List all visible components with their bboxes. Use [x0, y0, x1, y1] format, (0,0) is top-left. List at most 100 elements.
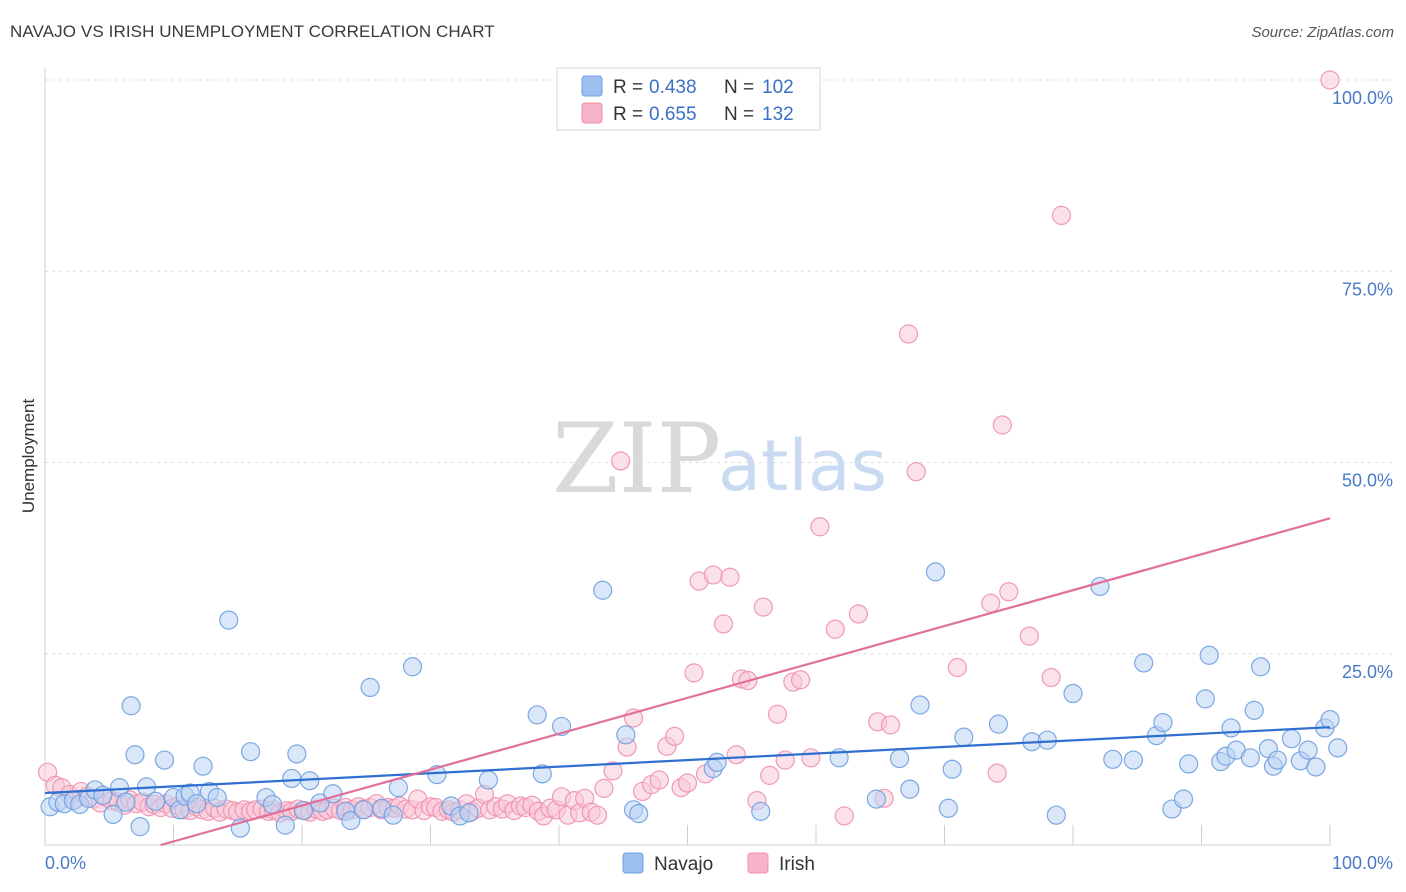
chart-title: NAVAJO VS IRISH UNEMPLOYMENT CORRELATION… — [10, 22, 495, 41]
irish-point — [810, 517, 830, 537]
navajo-point — [207, 787, 227, 808]
navajo-point — [527, 705, 547, 725]
navajo-point — [900, 779, 920, 799]
y-tick-label-50: 50.0% — [1342, 471, 1393, 491]
bottom-legend-navajo: Navajo — [654, 854, 713, 875]
navajo-point — [1153, 712, 1173, 733]
irish-point — [587, 805, 608, 825]
navajo-point — [145, 791, 166, 811]
watermark-atlas: atlas — [718, 425, 887, 507]
trend-lines — [44, 517, 1331, 847]
navajo-point — [889, 748, 910, 769]
navajo-point — [103, 804, 123, 825]
legend-swatch-irish — [581, 102, 603, 124]
navajo-point — [1267, 750, 1287, 770]
irish-point — [880, 715, 901, 735]
x-tick-label-min: 0.0% — [45, 853, 86, 873]
legend-navajo-r-label: R = — [613, 77, 643, 98]
legend-navajo-n-value: 102 — [762, 77, 794, 98]
navajo-point — [1037, 730, 1057, 750]
irish-point — [665, 726, 685, 746]
navajo-point — [1240, 748, 1260, 768]
x-axis-minor-ticks — [173, 825, 1331, 845]
navajo-trend-line — [44, 726, 1331, 795]
navajo-point — [193, 756, 213, 776]
navajo-point — [219, 610, 239, 630]
legend-navajo-r-value: 0.438 — [649, 77, 697, 98]
navajo-point — [262, 794, 283, 815]
navajo-point — [383, 805, 403, 825]
navajo-point — [532, 764, 552, 784]
navajo-point — [241, 742, 261, 762]
navajo-point — [629, 804, 649, 824]
irish-point — [987, 763, 1007, 783]
y-tick-label-75: 75.0% — [1342, 279, 1393, 299]
navajo-point — [910, 695, 930, 715]
navajo-point — [1244, 700, 1264, 720]
irish-trend-line — [160, 517, 1331, 847]
irish-point — [720, 567, 740, 587]
navajo-point — [1179, 754, 1199, 774]
navajo-point — [938, 798, 958, 818]
irish-point — [1041, 667, 1061, 688]
navajo-point — [1199, 645, 1219, 665]
navajo-point — [1328, 738, 1348, 758]
irish-point — [906, 462, 926, 482]
navajo-point — [187, 794, 207, 814]
legend-irish-r-value: 0.655 — [649, 104, 697, 125]
watermark-zip: ZIP — [552, 403, 721, 515]
irish-point — [726, 745, 746, 765]
y-tick-label-25: 25.0% — [1342, 662, 1393, 682]
navajo-point — [1298, 740, 1318, 760]
navajo-point — [1063, 683, 1083, 704]
irish-point — [677, 773, 698, 793]
irish-point — [999, 582, 1019, 602]
irish-point — [594, 778, 614, 798]
irish-point — [825, 619, 845, 639]
navajo-point — [116, 792, 136, 812]
navajo-point — [925, 562, 946, 582]
irish-point — [898, 324, 919, 344]
irish-point — [684, 663, 704, 683]
navajo-point — [593, 580, 613, 600]
irish-point — [767, 704, 788, 724]
navajo-point — [1221, 718, 1241, 738]
navajo-point — [942, 759, 962, 779]
watermark: ZIP atlas — [552, 403, 887, 515]
navajo-point — [154, 750, 175, 770]
irish-point — [981, 593, 1001, 613]
legend-irish-n-value: 132 — [762, 104, 794, 125]
y-tick-labels: 25.0% 50.0% 75.0% 100.0% — [1332, 88, 1393, 682]
navajo-point — [130, 817, 150, 837]
navajo-point — [1046, 805, 1066, 825]
navajo-point — [954, 727, 974, 747]
irish-point — [992, 415, 1012, 435]
navajo-point — [1320, 709, 1340, 730]
grid-lines — [45, 79, 1395, 655]
x-tick-label-max: 100.0% — [1332, 853, 1393, 873]
navajo-point — [1251, 657, 1271, 677]
bottom-legend-swatch-navajo — [622, 852, 644, 874]
navajo-point — [751, 801, 771, 821]
irish-point — [1051, 205, 1072, 226]
irish-point — [603, 761, 623, 781]
irish-point — [611, 451, 631, 471]
legend-irish-r-label: R = — [613, 104, 643, 125]
irish-point — [1320, 70, 1340, 90]
irish-point — [703, 565, 723, 585]
navajo-point — [282, 768, 302, 789]
bottom-legend: Navajo Irish — [622, 852, 815, 875]
navajo-point — [866, 789, 886, 809]
navajo-point — [1123, 750, 1143, 770]
navajo-point — [1134, 653, 1154, 673]
navajo-point — [707, 752, 727, 772]
navajo-point — [287, 744, 307, 764]
irish-point — [801, 748, 821, 768]
irish-point — [790, 670, 811, 690]
navajo-point — [478, 770, 498, 790]
navajo-point — [341, 810, 361, 831]
bottom-legend-irish: Irish — [779, 854, 815, 875]
navajo-point — [1173, 789, 1194, 809]
y-tick-label-100: 100.0% — [1332, 88, 1393, 108]
